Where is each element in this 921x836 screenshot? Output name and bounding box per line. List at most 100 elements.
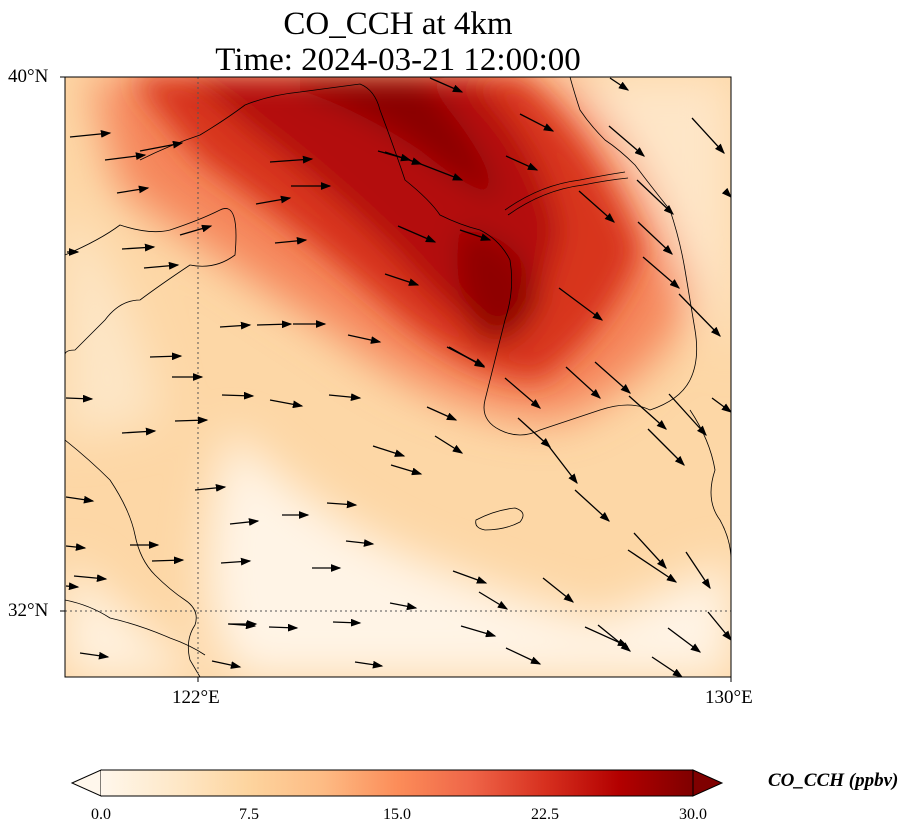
wind-arrow <box>707 611 731 642</box>
wind-arrow <box>274 236 308 245</box>
wind-arrow <box>384 151 423 165</box>
wind-arrow <box>151 556 185 565</box>
colorbar-tick-4: 30.0 <box>679 806 707 823</box>
concentration-field <box>65 77 731 677</box>
lon-tick-label-122: 122°E <box>172 687 220 708</box>
wind-arrow <box>121 243 156 252</box>
wind-arrow <box>574 489 610 522</box>
wind-arrow <box>721 187 731 198</box>
wind-arrow <box>628 395 667 430</box>
wind-arrow <box>332 618 362 627</box>
wind-arrow <box>429 77 464 93</box>
colorbar <box>70 769 724 797</box>
wind-arrow <box>256 320 293 329</box>
wind-arrow <box>219 321 252 330</box>
wind-arrow <box>69 130 112 138</box>
wind-arrow <box>79 651 110 660</box>
colorbar-tick-3: 22.5 <box>531 806 559 823</box>
wind-arrow <box>384 273 420 286</box>
wind-arrow <box>417 162 464 181</box>
wind-arrow <box>636 179 674 215</box>
colorbar-tick-2: 15.0 <box>383 806 411 823</box>
wind-arrow <box>517 417 551 448</box>
wind-arrow <box>519 113 555 132</box>
wind-arrow <box>668 393 707 436</box>
korea-coastline <box>379 77 698 436</box>
lon-tick-label-130: 130°E <box>705 687 753 708</box>
wind-arrow <box>149 352 183 361</box>
wind-arrow <box>65 543 87 551</box>
wind-arrow <box>65 582 80 591</box>
wind-arrow <box>116 185 150 194</box>
wind-arrow <box>104 152 147 161</box>
wind-arrow <box>269 399 304 409</box>
colorbar-label: CO_CCH (ppbv) <box>768 770 899 791</box>
wind-arrow <box>594 361 631 394</box>
japan-coastline <box>689 409 731 561</box>
wind-arrow <box>65 394 94 403</box>
wind-arrow <box>542 577 575 603</box>
wind-arrow <box>121 427 157 436</box>
wind-arrow <box>426 406 458 421</box>
wind-arrow <box>459 229 492 241</box>
wind-arrow <box>269 155 314 164</box>
wind-arrow <box>229 518 260 526</box>
wind-arrow <box>255 195 292 205</box>
wind-arrow <box>65 495 95 504</box>
colorbar-tick-0: 0.0 <box>91 806 111 823</box>
wind-arrow <box>211 660 242 669</box>
wind-arrow <box>448 346 486 368</box>
wind-arrow <box>73 574 108 583</box>
title-line2: Time: 2024-03-21 12:00:00 <box>215 42 581 78</box>
wind-arrow <box>328 393 362 402</box>
wind-arrow <box>478 591 509 610</box>
wind-arrow <box>268 623 299 632</box>
china-east-coastline <box>65 439 201 677</box>
wind-arrow <box>389 602 418 611</box>
wind-arrow <box>578 190 615 223</box>
wind-arrow <box>685 551 711 590</box>
wind-arrow <box>627 549 678 583</box>
wind-arrow <box>633 532 667 569</box>
lat-tick-label-32: 32°N <box>8 600 49 621</box>
wind-arrow <box>452 570 488 584</box>
jeju-island <box>475 507 524 531</box>
wind-arrow <box>179 224 213 236</box>
wind-arrow <box>143 261 180 270</box>
wind-arrow <box>194 484 227 492</box>
map-frame <box>64 76 732 678</box>
wind-arrow <box>608 125 645 157</box>
wind-arrow <box>397 225 437 243</box>
wind-arrow <box>139 140 184 152</box>
wind-arrow <box>711 397 731 413</box>
wind-arrow <box>691 117 725 154</box>
wind-arrow <box>390 464 423 476</box>
wind-arrow <box>221 391 255 400</box>
wind-arrow <box>372 445 406 457</box>
wind-arrow <box>220 557 252 566</box>
wind-arrow <box>609 77 630 91</box>
axis-ticks <box>60 76 732 682</box>
lat-tick-label-40: 40°N <box>8 66 49 87</box>
coastlines <box>65 77 731 677</box>
wind-arrow <box>597 624 632 652</box>
wind-arrow <box>504 377 541 409</box>
wind-arrow <box>505 647 542 665</box>
wind-arrow <box>326 500 358 509</box>
wind-vectors <box>65 77 731 677</box>
wind-arrow <box>174 416 209 425</box>
colorbar-extend-high <box>692 769 724 797</box>
wind-arrow <box>678 293 721 337</box>
wind-arrow <box>647 428 685 466</box>
wind-arrow <box>642 256 680 289</box>
colorbar-gradient <box>101 770 693 796</box>
border-line <box>504 171 626 211</box>
wind-arrow <box>354 660 384 669</box>
wind-arrow <box>505 155 539 171</box>
wind-arrow <box>345 539 375 547</box>
wind-arrow <box>667 627 702 653</box>
colorbar-extend-low <box>70 769 102 797</box>
colorbar-tick-1: 7.5 <box>239 806 259 823</box>
title-line1: CO_CCH at 4km <box>283 6 513 42</box>
wind-arrow <box>558 287 604 321</box>
